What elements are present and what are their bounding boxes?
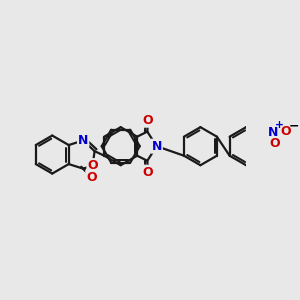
Text: −: − bbox=[289, 119, 299, 133]
Text: O: O bbox=[143, 114, 153, 127]
Text: O: O bbox=[280, 125, 291, 138]
Text: N: N bbox=[78, 134, 88, 147]
Text: N: N bbox=[152, 140, 162, 153]
Text: O: O bbox=[270, 137, 280, 150]
Text: +: + bbox=[275, 119, 284, 130]
Text: O: O bbox=[143, 166, 153, 179]
Text: N: N bbox=[268, 126, 278, 140]
Text: O: O bbox=[87, 159, 98, 172]
Text: O: O bbox=[86, 170, 97, 184]
